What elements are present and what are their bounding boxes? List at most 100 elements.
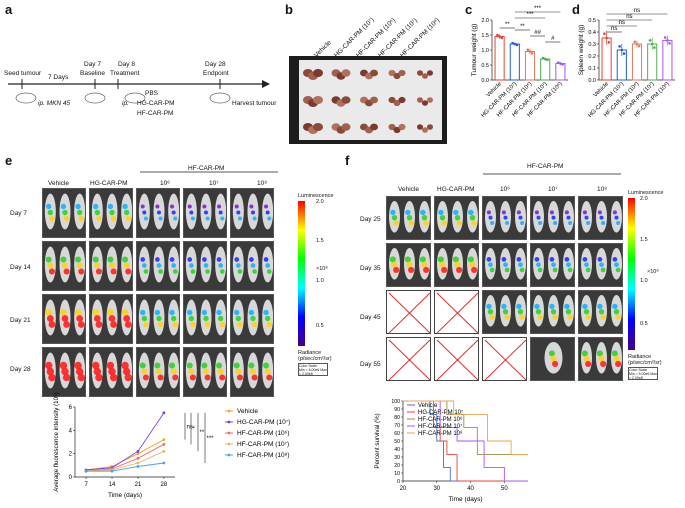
f-signal-1-2-2-0: [516, 257, 522, 262]
e-signal-0-1-1-0: [107, 203, 114, 210]
e-signal-1-2-0-1: [141, 263, 147, 268]
e-chart-ylabel: Average fluorescence intensity (10⁸): [53, 392, 60, 492]
tumour-1-4-0: [417, 97, 423, 103]
f-cell-0-0: [386, 196, 431, 240]
f-signal-1-0-1-0: [404, 256, 411, 263]
f-signal-0-2-2-0: [516, 210, 521, 215]
f-signal-1-1-1-1: [454, 261, 461, 268]
tumour-1-3-0: [388, 96, 396, 104]
f-col-10-8: 10⁸: [597, 186, 607, 193]
f-signal-0-2-2-1: [518, 215, 523, 220]
e-signal-3-2-0-1: [141, 368, 148, 375]
f-signal-1-3-2-2: [567, 267, 573, 273]
e-signal-0-2-1-0: [155, 204, 160, 209]
f-signal-1-3-0-2: [537, 267, 543, 273]
e-signal-2-2-2-0: [169, 309, 175, 316]
d-dot-0-2: [607, 41, 611, 44]
e-scale-tick-05: 0.5: [316, 323, 324, 329]
c-dot-3-1: [543, 57, 547, 61]
tumour-2-3-0: [388, 123, 396, 131]
f-signal-0-2-1-1: [503, 215, 508, 220]
e-signal-3-0-2-0: [74, 361, 82, 370]
d-dot-0-0: [603, 32, 606, 35]
d-dot-4-2: [668, 41, 671, 45]
f-min-max-text: Min = 5.00e6 Max = 2.00e8: [629, 372, 657, 380]
e-signal-2-4-1-0: [248, 309, 255, 316]
e-signal-0-0-0-0: [46, 203, 52, 210]
panel-c-label: c: [465, 2, 473, 17]
e-signal-3-4-0-0: [233, 362, 240, 369]
c-dot-2-2: [530, 52, 534, 55]
seven-days-label: 7 Days: [48, 74, 69, 81]
c-sig-label-2: ***: [526, 12, 534, 18]
e-signal-1-4-2-1: [265, 263, 271, 268]
e-col-10-8: 10⁸: [257, 180, 267, 187]
hf-car-pm-label: HF-CAR-PM: [137, 110, 174, 117]
f-row-day55: Day 55: [360, 361, 381, 368]
e-signal-1-1-0-0: [92, 256, 99, 263]
e-point-3-3: [162, 449, 166, 453]
f-signal-0-4-2-2: [616, 220, 621, 225]
e-signal-3-2-0-2: [142, 374, 149, 381]
f-chart-xtick-label-0: 20: [400, 486, 407, 492]
f-cross-3-0: [388, 339, 431, 381]
tumour-0-3-0: [388, 69, 396, 77]
f-signal-0-3-0-0: [534, 210, 539, 215]
e-signal-3-0-0-2: [48, 373, 56, 382]
f-cross-2-1: [436, 292, 479, 334]
f-signal-0-0-0-2: [393, 220, 399, 226]
e-cell-2-4: [230, 294, 274, 344]
endpoint-label: Endpoint: [203, 70, 229, 77]
f-col-hg: HG-CAR-PM: [437, 186, 475, 193]
e-legend-dot-2: [227, 431, 231, 435]
e-signal-3-4-0-1: [235, 368, 242, 375]
f-signal-0-1-1-1: [454, 214, 461, 221]
f-signal-2-2-2-0: [516, 303, 522, 310]
f-signal-0-0-1-1: [406, 214, 413, 221]
d-dot-4-0: [663, 36, 667, 39]
f-radiance-label: Radiance: [628, 354, 652, 360]
e-signal-0-2-2-1: [171, 210, 176, 215]
e-point-1-3: [162, 411, 166, 415]
f-signal-1-3-1-2: [552, 267, 558, 273]
e-signal-3-3-2-2: [219, 374, 226, 381]
e-signal-0-3-1-2: [205, 216, 210, 221]
d-dot-1-2: [622, 52, 626, 55]
e-signal-3-0-1-0: [59, 361, 68, 370]
e-min-max-text: Min = 5.00e6 Max = 2.00e8: [299, 368, 327, 376]
e-signal-2-1-1-1: [108, 315, 116, 322]
e-signal-0-3-2-1: [218, 210, 223, 215]
f-legend-label-3: HF-CAR-PM 10⁷: [418, 423, 462, 430]
tumour-1-3-2: [398, 96, 406, 104]
f-chart-ytick-label-3: 30: [394, 455, 400, 461]
f-series-line-2: [403, 400, 528, 456]
f-signal-1-4-0-1: [584, 262, 589, 268]
f-signal-0-1-0-1: [439, 214, 446, 221]
e-signal-2-3-0-2: [190, 321, 196, 328]
tumour-2-4-2: [427, 124, 433, 130]
e-signal-2-3-0-1: [188, 315, 195, 322]
e-color-scale-box: Color Scale Min = 5.00e6 Max = 2.00e8: [298, 363, 328, 376]
f-signal-0-2-1-0: [501, 210, 506, 215]
e-signal-3-3-1-2: [204, 374, 211, 381]
f-mice-3-3: [544, 341, 563, 374]
e-signal-1-4-0-0: [234, 257, 240, 262]
f-signal-0-4-0-1: [584, 215, 589, 220]
f-color-scale-box: Color Scale Min = 5.00e6 Max = 2.00e8: [628, 367, 658, 380]
e-signal-2-2-1-1: [156, 315, 162, 322]
e-cell-2-2: [136, 294, 180, 344]
e-signal-2-1-1-0: [107, 309, 114, 316]
e-signal-1-1-1-0: [107, 256, 114, 263]
c-dot-2-0: [526, 48, 530, 51]
f-signal-3-4-2-0: [611, 350, 618, 357]
e-signal-2-0-2-2: [77, 321, 85, 328]
f-row-day35: Day 35: [360, 265, 381, 272]
e-cell-0-4: [230, 188, 274, 238]
e-signal-3-3-1-0: [201, 362, 208, 369]
f-signal-0-4-1-2: [601, 220, 606, 225]
e-mice-3-2: [138, 352, 179, 389]
tumour-1-1-2: [341, 96, 351, 104]
f-chart-xlabel: Time (days): [448, 496, 482, 503]
c-dot-2-1: [528, 50, 532, 53]
